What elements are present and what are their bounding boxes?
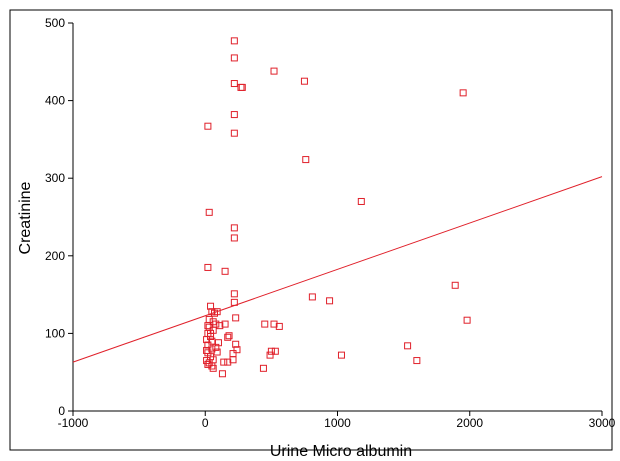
data-point — [230, 224, 238, 232]
x-axis-title: Urine Micro albumin — [270, 443, 412, 460]
data-point — [204, 122, 212, 130]
y-tick-label: 400 — [45, 94, 65, 108]
data-point — [233, 346, 241, 354]
data-point — [212, 343, 220, 351]
data-point — [230, 129, 238, 137]
data-point — [205, 208, 213, 216]
data-point — [208, 362, 216, 370]
data-point — [203, 357, 211, 365]
y-tick-label: 500 — [45, 16, 65, 30]
y-axis-title: Creatinine — [17, 181, 34, 254]
fit-line-group — [72, 176, 603, 363]
x-tick-label: 3000 — [589, 416, 616, 430]
data-point — [267, 347, 275, 355]
data-point — [204, 341, 212, 349]
data-point — [220, 358, 228, 366]
data-point — [259, 364, 267, 372]
x-tick-label: 1000 — [324, 416, 351, 430]
data-point — [204, 322, 212, 330]
regression-line — [72, 176, 603, 363]
data-point — [203, 336, 211, 344]
data-point — [230, 54, 238, 62]
data-point — [232, 314, 240, 322]
data-point — [204, 360, 212, 368]
data-point — [204, 263, 212, 271]
data-point — [207, 329, 215, 337]
data-point — [230, 234, 238, 242]
data-point — [271, 347, 279, 355]
data-point — [203, 346, 211, 354]
x-tick-label: 0 — [202, 416, 209, 430]
data-point — [213, 308, 221, 316]
points-group — [203, 37, 471, 378]
data-point — [275, 322, 283, 330]
data-point — [221, 320, 229, 328]
data-point — [230, 37, 238, 45]
data-point — [230, 80, 238, 88]
data-point — [270, 67, 278, 75]
data-point — [270, 320, 278, 328]
data-point — [218, 370, 226, 378]
data-point — [463, 316, 471, 324]
data-point — [451, 281, 459, 289]
y-tick-label: 300 — [45, 171, 65, 185]
y-tick-label: 0 — [58, 404, 65, 418]
data-point — [225, 332, 233, 340]
data-point — [300, 77, 308, 85]
y-tick-label: 100 — [45, 326, 65, 340]
data-point — [413, 357, 421, 365]
data-point — [337, 351, 345, 359]
data-point — [213, 348, 221, 356]
data-point — [459, 89, 467, 97]
plot-frame — [9, 9, 613, 451]
data-point — [229, 356, 237, 364]
data-point — [230, 298, 238, 306]
data-point — [224, 333, 232, 341]
data-point — [209, 364, 217, 372]
data-point — [224, 358, 232, 366]
data-point — [232, 340, 240, 348]
data-point — [266, 351, 274, 359]
data-point — [357, 197, 365, 205]
data-point — [230, 111, 238, 119]
data-point — [404, 342, 412, 350]
data-point — [308, 293, 316, 301]
data-point — [230, 290, 238, 298]
x-tick-label: -1000 — [58, 416, 89, 430]
y-tick-label: 200 — [45, 249, 65, 263]
data-point — [302, 156, 310, 164]
data-point — [216, 322, 224, 330]
data-point — [207, 302, 215, 310]
data-point — [261, 320, 269, 328]
x-tick-label: 2000 — [456, 416, 483, 430]
data-point — [208, 337, 216, 345]
data-point — [326, 297, 334, 305]
data-point — [221, 267, 229, 275]
data-point — [238, 83, 246, 91]
